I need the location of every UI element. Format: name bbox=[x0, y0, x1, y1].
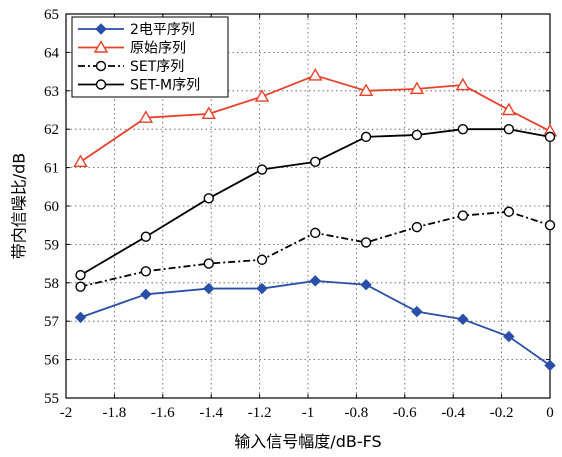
data-point bbox=[203, 193, 214, 204]
legend-label: 2电平序列 bbox=[130, 22, 195, 38]
data-point bbox=[74, 311, 87, 324]
data-point bbox=[256, 164, 268, 175]
legend-label: SET序列 bbox=[130, 59, 184, 75]
y-tick-label: 55 bbox=[44, 391, 59, 407]
legend-item: SET序列 bbox=[78, 59, 184, 75]
data-point bbox=[457, 210, 469, 221]
y-tick-label: 61 bbox=[44, 161, 59, 177]
ticks: -2 -1.8 -1.6 -1.4 -1.2 -1 -0.8 -0.6 -0.4 -0.2 0 55 5… bbox=[44, 7, 554, 421]
series-1 bbox=[74, 275, 556, 372]
series-3 bbox=[75, 206, 556, 292]
data-point bbox=[503, 123, 515, 135]
data-point bbox=[310, 156, 321, 168]
series-line bbox=[80, 279, 551, 367]
x-tick-label: 0 bbox=[546, 405, 554, 421]
y-tick-label: 65 bbox=[44, 7, 59, 23]
data-point bbox=[411, 305, 423, 318]
data-point bbox=[544, 359, 556, 372]
data-point bbox=[544, 131, 556, 143]
y-tick-label: 62 bbox=[44, 122, 59, 138]
data-point bbox=[310, 227, 321, 239]
data-point bbox=[360, 237, 372, 248]
x-tick-label: -1.8 bbox=[103, 405, 127, 421]
data-point bbox=[256, 254, 268, 265]
x-tick-label: -0.4 bbox=[441, 405, 465, 421]
legend-marker bbox=[95, 23, 107, 35]
data-point bbox=[140, 288, 152, 301]
series-layer bbox=[73, 68, 558, 372]
data-point bbox=[457, 123, 469, 135]
legend-marker bbox=[93, 40, 109, 53]
y-tick-label: 56 bbox=[44, 353, 60, 369]
data-point bbox=[501, 102, 517, 116]
data-point bbox=[254, 89, 270, 102]
data-point bbox=[256, 282, 268, 295]
data-point bbox=[308, 68, 323, 81]
y-axis-label: 带内信噪比/dB bbox=[10, 153, 29, 260]
y-tick-label: 58 bbox=[44, 276, 59, 292]
data-point bbox=[203, 258, 214, 269]
x-tick-label: -2 bbox=[60, 405, 73, 421]
x-tick-label: -1.4 bbox=[199, 405, 223, 421]
data-point bbox=[503, 206, 515, 217]
y-tick-label: 59 bbox=[44, 237, 59, 253]
legend-marker bbox=[95, 60, 107, 72]
data-point bbox=[138, 110, 154, 123]
data-point bbox=[203, 282, 215, 295]
data-point bbox=[360, 131, 372, 143]
data-point bbox=[411, 129, 423, 141]
data-point bbox=[309, 275, 321, 287]
data-point bbox=[140, 266, 152, 277]
x-tick-label: -1 bbox=[302, 405, 315, 421]
x-tick-label: -0.8 bbox=[345, 405, 369, 421]
y-tick-label: 57 bbox=[44, 314, 60, 330]
data-point bbox=[544, 219, 556, 231]
y-tick-label: 63 bbox=[44, 84, 59, 100]
x-tick-label: -1.2 bbox=[248, 405, 272, 421]
data-point bbox=[75, 269, 86, 281]
data-point bbox=[140, 231, 152, 242]
series-line bbox=[80, 128, 551, 276]
y-tick-label: 64 bbox=[44, 45, 60, 61]
x-tick-label: -1.6 bbox=[151, 405, 175, 421]
legend-item: 2电平序列 bbox=[78, 22, 195, 38]
legend-item: SET-M序列 bbox=[78, 78, 200, 94]
data-point bbox=[411, 221, 423, 233]
series-4 bbox=[75, 123, 556, 281]
data-point bbox=[73, 154, 88, 168]
legend-marker bbox=[95, 79, 107, 90]
series-line bbox=[80, 74, 551, 163]
data-point bbox=[358, 83, 374, 97]
legend-label: 原始序列 bbox=[130, 41, 186, 57]
x-tick-label: -0.2 bbox=[490, 405, 514, 421]
data-point bbox=[503, 330, 515, 343]
x-tick-label: -0.6 bbox=[393, 405, 417, 421]
data-point bbox=[455, 77, 471, 91]
data-point bbox=[201, 106, 216, 120]
y-tick-label: 60 bbox=[44, 199, 59, 215]
data-point bbox=[75, 281, 86, 292]
data-point bbox=[457, 313, 469, 325]
legend-label: SET-M序列 bbox=[130, 78, 200, 94]
legend-item: 原始序列 bbox=[78, 40, 186, 57]
data-point bbox=[360, 279, 372, 291]
data-point bbox=[409, 81, 425, 95]
x-axis-label: 输入信号幅度/dB-FS bbox=[234, 432, 381, 451]
